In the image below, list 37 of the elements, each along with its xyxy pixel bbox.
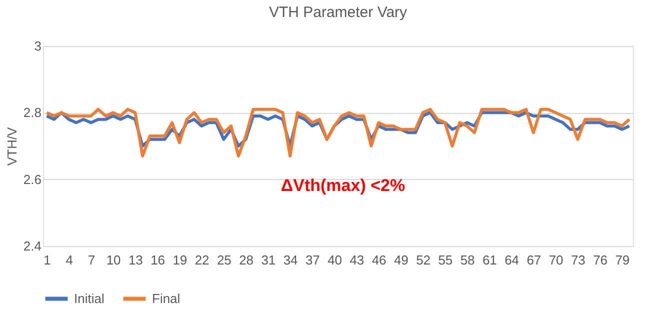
y-tick-label: 2.8 [23,105,42,120]
x-tick-label: 52 [416,252,431,268]
x-tick-label: 10 [106,252,121,268]
chart-title: VTH Parameter Vary [268,4,408,21]
legend-label: Final [152,290,180,306]
x-tick-label: 13 [128,252,143,268]
x-tick-label: 40 [328,252,342,268]
annotation: ΔVth(max) <2% [280,176,406,195]
x-tick-label: 4 [66,252,73,268]
x-tick-label: 34 [283,252,298,268]
y-tick-label: 2.4 [23,238,42,254]
x-tick-label: 1 [44,252,51,268]
x-tick-label: 73 [570,252,586,268]
x-tick-label: 58 [460,252,475,268]
x-tick-label: 28 [239,252,254,268]
x-tick-label: 16 [150,252,166,268]
legend-label: Initial [74,290,104,306]
y-tick-label: 2.6 [23,172,42,187]
x-tick-label: 76 [593,252,608,268]
x-tick-label: 49 [394,252,408,268]
y-tick-label: 3 [34,38,42,54]
x-tick-label: 7 [88,252,96,268]
x-tick-label: 70 [548,252,564,268]
x-tick-label: 37 [305,252,320,268]
x-tick-label: 31 [261,252,276,268]
x-tick-label: 43 [350,252,364,268]
line-series [45,108,631,158]
x-tick-label: 46 [372,252,386,268]
x-tick-label: 25 [216,252,232,268]
x-tick-label: 79 [615,252,630,268]
x-tick-label: 67 [526,252,542,268]
x-tick-label: 61 [482,252,497,268]
x-tick-label: 64 [504,252,520,268]
y-axis-title: VTH/V [4,127,20,166]
x-tick-label: 22 [194,252,210,268]
x-tick-label: 19 [172,252,188,268]
x-tick-label: 55 [438,252,453,268]
